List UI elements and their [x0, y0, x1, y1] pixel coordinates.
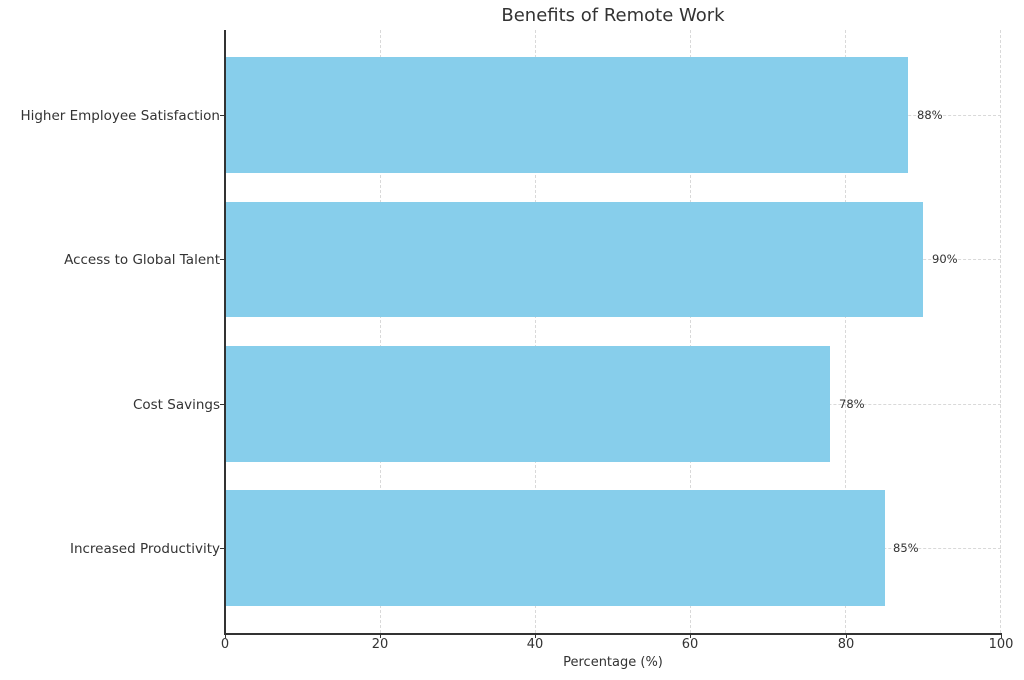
- bar-higher-employee-satisfaction: [225, 57, 908, 173]
- x-tick: [846, 634, 847, 638]
- bar-value-label: 78%: [839, 397, 865, 411]
- bar-value-label: 85%: [893, 541, 919, 555]
- x-tick-label: 0: [220, 637, 230, 652]
- y-axis-spine: [224, 30, 226, 634]
- x-tick: [1001, 634, 1002, 638]
- y-tick: [220, 404, 224, 405]
- gridline-x-20: [380, 30, 381, 633]
- x-tick: [690, 634, 691, 638]
- gridline-x-40: [535, 30, 536, 633]
- bar-value-label: 90%: [932, 252, 958, 266]
- x-tick: [535, 634, 536, 638]
- bar-value-label: 88%: [917, 108, 943, 122]
- y-tick: [220, 259, 224, 260]
- x-tick: [225, 634, 226, 638]
- x-tick-label: 40: [526, 637, 544, 652]
- y-tick-label: Access to Global Talent: [64, 252, 220, 268]
- bar-cost-savings: [225, 346, 830, 462]
- bar-increased-productivity: [225, 490, 885, 606]
- x-tick-label: 60: [681, 637, 699, 652]
- gridline-x-100: [1000, 30, 1001, 633]
- y-tick: [220, 548, 224, 549]
- plot-area: 88% 90% 78% 85%: [225, 30, 1001, 633]
- x-tick: [380, 634, 381, 638]
- x-tick-label: 100: [988, 637, 1014, 652]
- y-tick: [220, 115, 224, 116]
- x-tick-label: 80: [837, 637, 855, 652]
- chart-title: Benefits of Remote Work: [501, 5, 725, 26]
- gridline-x-80: [845, 30, 846, 633]
- bar-access-to-global-talent: [225, 202, 923, 317]
- y-tick-label: Increased Productivity: [69, 541, 220, 557]
- x-axis-label: Percentage (%): [563, 655, 663, 670]
- y-tick-label: Higher Employee Satisfaction: [20, 108, 220, 124]
- y-tick-label: Cost Savings: [132, 397, 220, 413]
- x-tick-label: 20: [371, 637, 389, 652]
- x-axis-spine: [224, 633, 1002, 635]
- gridline-x-60: [690, 30, 691, 633]
